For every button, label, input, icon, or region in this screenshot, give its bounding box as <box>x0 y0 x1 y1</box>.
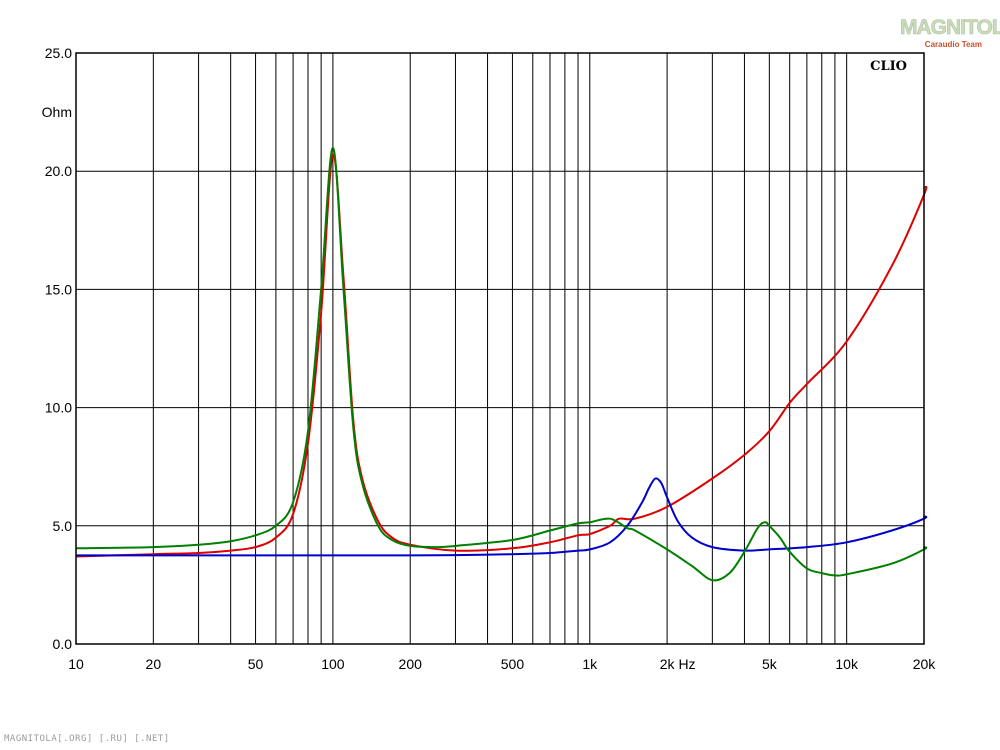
x-tick-label: 2k <box>660 656 676 672</box>
series-layer <box>75 146 928 582</box>
footer-watermark: MAGNITOLA[.ORG] [.RU] [.NET] <box>4 734 170 744</box>
x-tick-label: 200 <box>399 656 423 672</box>
x-tick-label: 20k <box>913 656 937 672</box>
x-tick-labels: 10 20 50 100 200 500 1k 2k 5k 10k 20k <box>68 656 936 672</box>
y-tick-label: 25.0 <box>45 45 72 61</box>
logo-subtext: Caraudio Team <box>924 40 982 49</box>
x-tick-label: 1k <box>582 656 598 672</box>
y-tick-label: 0.0 <box>53 636 73 652</box>
x-tick-label: 500 <box>501 656 525 672</box>
series-line-1 <box>76 477 928 557</box>
x-tick-label: 10 <box>68 656 84 672</box>
y-tick-label: 5.0 <box>53 518 73 534</box>
logo-text: MAGNITOLA <box>900 16 1000 40</box>
series-line-2 <box>75 146 928 582</box>
y-tick-labels: 0.0 5.0 10.0 15.0 20.0 25.0 <box>45 45 72 652</box>
magnitola-logo: MAGNITOLA Caraudio Team <box>900 16 1000 52</box>
y-tick-label: 15.0 <box>45 281 72 297</box>
x-tick-label: 50 <box>248 656 264 672</box>
y-tick-label: 20.0 <box>45 163 72 179</box>
plot-frame <box>75 52 925 645</box>
x-tick-label: 5k <box>762 656 778 672</box>
clio-label: CLIO <box>870 59 907 74</box>
y-tick-label: 10.0 <box>45 400 72 416</box>
series-line-0 <box>75 153 928 558</box>
x-axis-unit-label: Hz <box>678 656 695 672</box>
x-tick-label: 20 <box>146 656 162 672</box>
x-tick-label: 100 <box>321 656 345 672</box>
x-tick-label: 10k <box>835 656 859 672</box>
y-axis-unit-label: Ohm <box>42 104 72 120</box>
